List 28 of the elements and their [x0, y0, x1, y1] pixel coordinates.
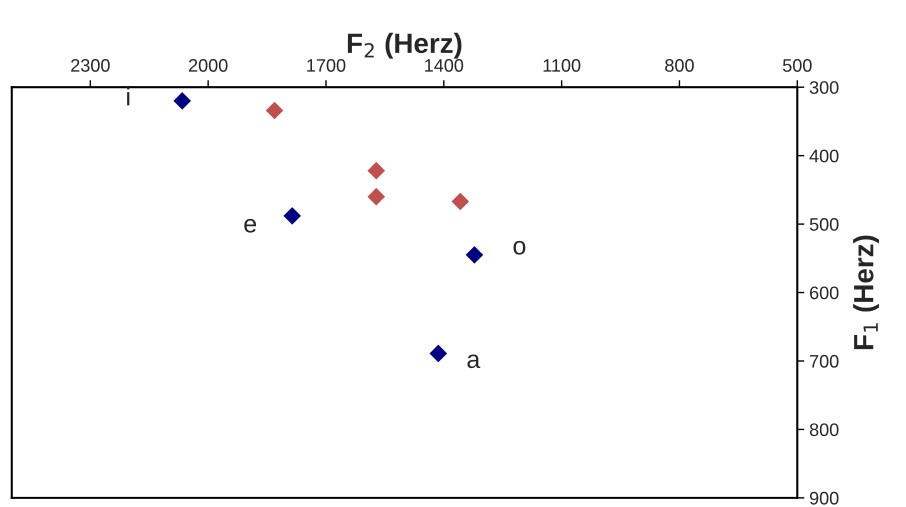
x-tick-label: 800 [665, 59, 694, 72]
x-tick-label: 1400 [425, 59, 464, 72]
annotation: o [514, 240, 526, 255]
point [367, 188, 386, 206]
y-tick-label: 500 [810, 218, 839, 231]
x-tick-label: 500 [782, 59, 812, 72]
point [283, 207, 301, 225]
y-tick-label: 600 [810, 286, 839, 300]
y-tick-label: 300 [810, 81, 839, 94]
y-axis-title: F$_{1}$ (Herz) [853, 236, 879, 350]
point [430, 344, 448, 362]
y-tick-label: 400 [810, 150, 839, 162]
annotation: a [467, 354, 480, 368]
point [367, 162, 386, 180]
point [452, 192, 470, 210]
y-tick-label: 700 [810, 354, 839, 368]
x-tick-label: 1100 [544, 59, 580, 72]
point [466, 246, 484, 264]
annotation: i [127, 87, 130, 106]
point [266, 102, 284, 120]
y-tick-label: 900 [810, 492, 839, 505]
x-axis-title: F$_{2}$ (Herz) [348, 32, 462, 59]
annotation: e [244, 218, 256, 233]
point [173, 92, 192, 110]
x-tick-label: 2000 [188, 59, 228, 72]
x-tick-label: 1700 [307, 59, 346, 72]
y-tick-label: 800 [810, 423, 839, 436]
x-tick-label: 2300 [71, 59, 110, 72]
